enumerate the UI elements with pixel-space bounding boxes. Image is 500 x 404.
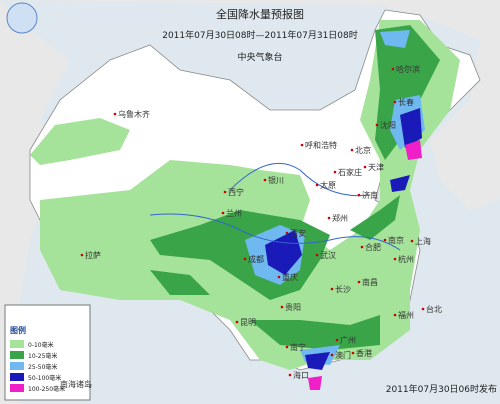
rain-area [40, 20, 460, 370]
city-dot [357, 280, 361, 284]
city-label: 成都 [248, 254, 264, 264]
city-label: 银川 [268, 175, 284, 185]
city-label: 呼和浩特 [305, 140, 337, 150]
city-dot [393, 257, 397, 261]
city-dot [300, 143, 304, 147]
city-label: 哈尔滨 [396, 64, 420, 74]
city-dot [330, 353, 334, 357]
city-label: 西安 [290, 228, 306, 238]
city-dot [221, 211, 225, 215]
city-label: 兰州 [226, 208, 242, 218]
river [149, 213, 401, 251]
city-label: 郑州 [332, 213, 348, 223]
city-dot [393, 100, 397, 104]
legend-swatch [10, 384, 24, 392]
city-dot [410, 239, 414, 243]
city-label: 南宁 [290, 342, 306, 352]
legend-label: 100-250毫米 [28, 385, 65, 393]
city-label: 重庆 [282, 272, 298, 282]
rain-area [265, 108, 422, 370]
river [229, 162, 371, 197]
city-label: 澳门 [335, 350, 351, 360]
legend: 0-10毫米 10-25毫米 25-50毫米 50-100毫米 100-250毫米 [10, 340, 65, 393]
city-dot [80, 253, 84, 257]
city-label: 广州 [340, 335, 356, 345]
inset-label: 南海诸岛 [60, 379, 92, 389]
city-label: 石家庄 [338, 167, 362, 177]
city-dot [383, 238, 387, 242]
city-label: 香港 [356, 348, 372, 358]
city-label: 长春 [398, 97, 414, 107]
rain-area [30, 118, 130, 165]
city-dot [285, 231, 289, 235]
city-dot [360, 245, 364, 249]
city-label: 福州 [398, 311, 414, 320]
city-dot [327, 216, 331, 220]
city-label: 济南 [362, 190, 378, 200]
city-label: 天津 [368, 162, 384, 172]
city-label: 贵阳 [285, 302, 301, 312]
city-dot [288, 373, 292, 377]
city-dot [315, 253, 319, 257]
city-label: 北京 [355, 145, 371, 155]
city-label: 海口 [293, 370, 309, 380]
agency: 中央气象台 [237, 51, 282, 63]
legend-label: 0-10毫米 [28, 341, 54, 349]
city-dot [333, 170, 337, 174]
rain-area [150, 195, 400, 350]
city-dot [280, 305, 284, 309]
legend-swatch [10, 340, 24, 348]
city-dot [421, 307, 425, 311]
city-dot [351, 351, 355, 355]
city-dot [113, 112, 117, 116]
city-dot [375, 123, 379, 127]
city-dot [330, 287, 334, 291]
city-dot [391, 67, 395, 71]
city-label: 长沙 [335, 284, 351, 294]
city-label: 乌鲁木齐 [118, 109, 150, 119]
logo [6, 2, 38, 34]
legend-label: 10-25毫米 [28, 352, 57, 360]
footer: 2011年07月30日06时发布 [386, 383, 497, 395]
city-label: 拉萨 [85, 250, 101, 260]
city-label: 南京 [388, 235, 404, 245]
city-label: 南昌 [362, 277, 378, 287]
legend-label: 50-100毫米 [28, 374, 61, 382]
city-dot [357, 193, 361, 197]
city-label: 台北 [426, 304, 442, 314]
legend-swatch [10, 362, 24, 370]
city-dot [350, 148, 354, 152]
city-dot [393, 313, 397, 317]
title: 全国降水量预报图 [216, 7, 304, 21]
city-dot [335, 338, 339, 342]
city-dot [363, 165, 367, 169]
city-label: 杭州 [398, 254, 414, 264]
city-label: 西宁 [228, 187, 244, 197]
city-dot [243, 257, 247, 261]
city-dot [315, 183, 319, 187]
city-label: 昆明 [240, 318, 256, 327]
legend-swatch [10, 373, 24, 381]
city-label: 沈阳 [380, 120, 396, 130]
city-dot [223, 190, 227, 194]
city-label: 武汉 [320, 250, 336, 260]
city-label: 合肥 [365, 242, 381, 252]
city-label: 太原 [320, 180, 336, 190]
legend-swatch [10, 351, 24, 359]
legend-title: 图例 [10, 325, 26, 335]
city-label: 上海 [415, 236, 431, 246]
period: 2011年07月30日08时—2011年07月31日08时 [162, 29, 358, 41]
legend-label: 25-50毫米 [28, 363, 57, 371]
city-dot [235, 320, 239, 324]
city-dot [285, 345, 289, 349]
city-dot [263, 178, 267, 182]
city-dot [277, 275, 281, 279]
